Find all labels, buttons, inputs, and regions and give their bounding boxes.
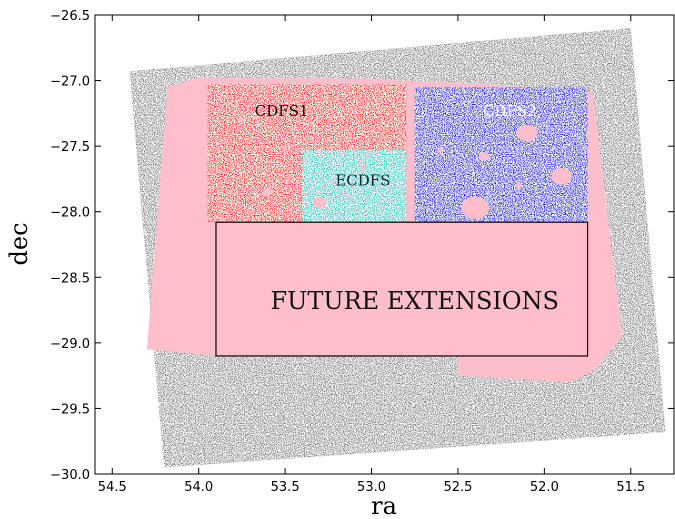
x-tick-label: 54.0	[184, 480, 213, 495]
x-tick-label: 53.5	[271, 480, 300, 495]
y-tick-label: −27.0	[50, 75, 90, 90]
future-extensions-box	[215, 221, 589, 357]
masked-hole	[478, 152, 490, 161]
masked-hole	[262, 187, 274, 197]
y-axis-title: dec	[5, 222, 33, 265]
y-tick-label: −28.5	[50, 271, 90, 286]
x-tick-label: 54.5	[98, 480, 127, 495]
masked-hole	[516, 124, 538, 142]
label-cdfs1: CDFS1	[255, 102, 309, 120]
label-future-extensions: FUTURE EXTENSIONS	[270, 287, 559, 315]
masked-hole	[312, 197, 327, 209]
y-tick-label: −29.0	[50, 337, 90, 352]
x-tick-label: 52.5	[443, 480, 472, 495]
masked-hole	[487, 338, 498, 348]
label-cdfs2: CDFS2	[483, 102, 537, 120]
x-tick-label: 51.5	[616, 480, 645, 495]
y-tick-label: −27.5	[50, 140, 90, 155]
masked-hole	[238, 117, 246, 123]
masked-hole	[177, 296, 185, 303]
masked-hole	[359, 164, 367, 170]
masked-hole	[437, 147, 445, 153]
y-tick-label: −26.5	[50, 9, 90, 24]
region-ecdfs	[302, 150, 407, 223]
y-tick-label: −29.5	[50, 402, 90, 417]
region-cdfs2	[414, 87, 588, 223]
y-tick-label: −28.0	[50, 206, 90, 221]
masked-hole	[514, 182, 522, 189]
label-ecdfs: ECDFS	[335, 171, 390, 189]
axes-frame	[94, 14, 675, 475]
masked-hole	[551, 168, 573, 185]
masked-hole	[461, 196, 490, 219]
y-tick-label: −30.0	[50, 468, 90, 483]
x-tick-label: 52.0	[530, 480, 559, 495]
x-tick-label: 53.0	[357, 480, 386, 495]
x-axis-title: ra	[371, 492, 397, 519]
